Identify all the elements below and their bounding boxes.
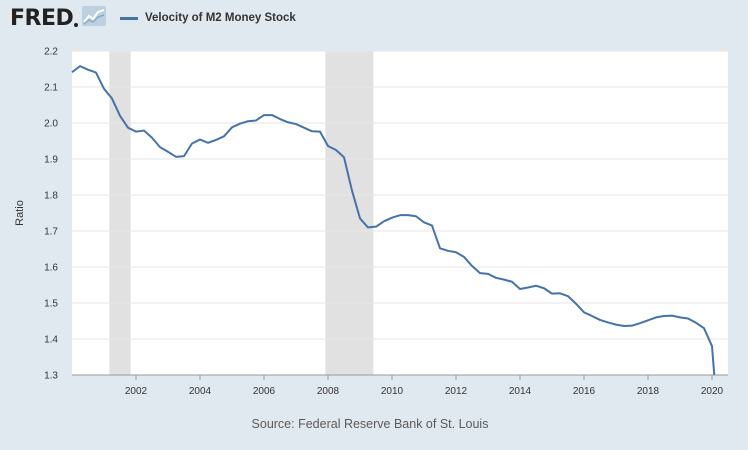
y-axis-label: Ratio (14, 200, 26, 226)
y-tick-label: 2.1 (44, 83, 58, 94)
recession-band (325, 51, 374, 375)
x-tick-label: 2016 (573, 386, 596, 397)
logo-dot (74, 22, 79, 27)
y-tick-label: 1.8 (44, 191, 58, 202)
plot-area (72, 51, 728, 375)
x-tick-label: 2010 (381, 386, 404, 397)
y-tick-label: 1.3 (44, 371, 58, 382)
y-tick-label: 2.2 (44, 47, 58, 58)
x-tick-label: 2018 (637, 386, 660, 397)
y-tick-label: 1.5 (44, 299, 58, 310)
series-line (71, 65, 716, 376)
chart: 1.3 1.4 1.5 1.6 1.7 1.8 1.9 2.0 2.1 2.2 2002 2004 20… (14, 47, 728, 397)
legend-swatch (120, 16, 138, 20)
chart-legend[interactable]: Velocity of M2 Money Stock (120, 12, 296, 24)
line-graph-icon (82, 6, 107, 31)
y-tick-label: 1.9 (44, 155, 58, 166)
source-note: Source: Federal Reserve Bank of St. Loui… (251, 417, 489, 431)
x-tick-label: 2004 (189, 386, 212, 397)
recession-band (109, 51, 131, 375)
x-tick-label: 2008 (317, 386, 340, 397)
legend-label: Velocity of M2 Money Stock (145, 12, 296, 24)
x-tick-label: 2002 (125, 386, 148, 397)
header: FRED Velocity of M2 Money Stock (0, 0, 748, 40)
fred-logo-text: FRED (10, 5, 74, 31)
y-tick-label: 2.0 (44, 119, 58, 130)
x-tick-label: 2012 (445, 386, 468, 397)
x-tick-label: 2014 (509, 386, 532, 397)
fred-logo[interactable]: FRED (10, 5, 107, 31)
y-tick-label: 1.6 (44, 263, 58, 274)
y-tick-label: 1.4 (44, 335, 58, 346)
x-tick-label: 2006 (253, 386, 276, 397)
y-tick-label: 1.7 (44, 227, 58, 238)
x-tick-label: 2020 (701, 386, 724, 397)
